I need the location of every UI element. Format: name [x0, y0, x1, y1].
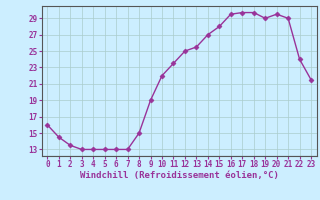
X-axis label: Windchill (Refroidissement éolien,°C): Windchill (Refroidissement éolien,°C): [80, 171, 279, 180]
